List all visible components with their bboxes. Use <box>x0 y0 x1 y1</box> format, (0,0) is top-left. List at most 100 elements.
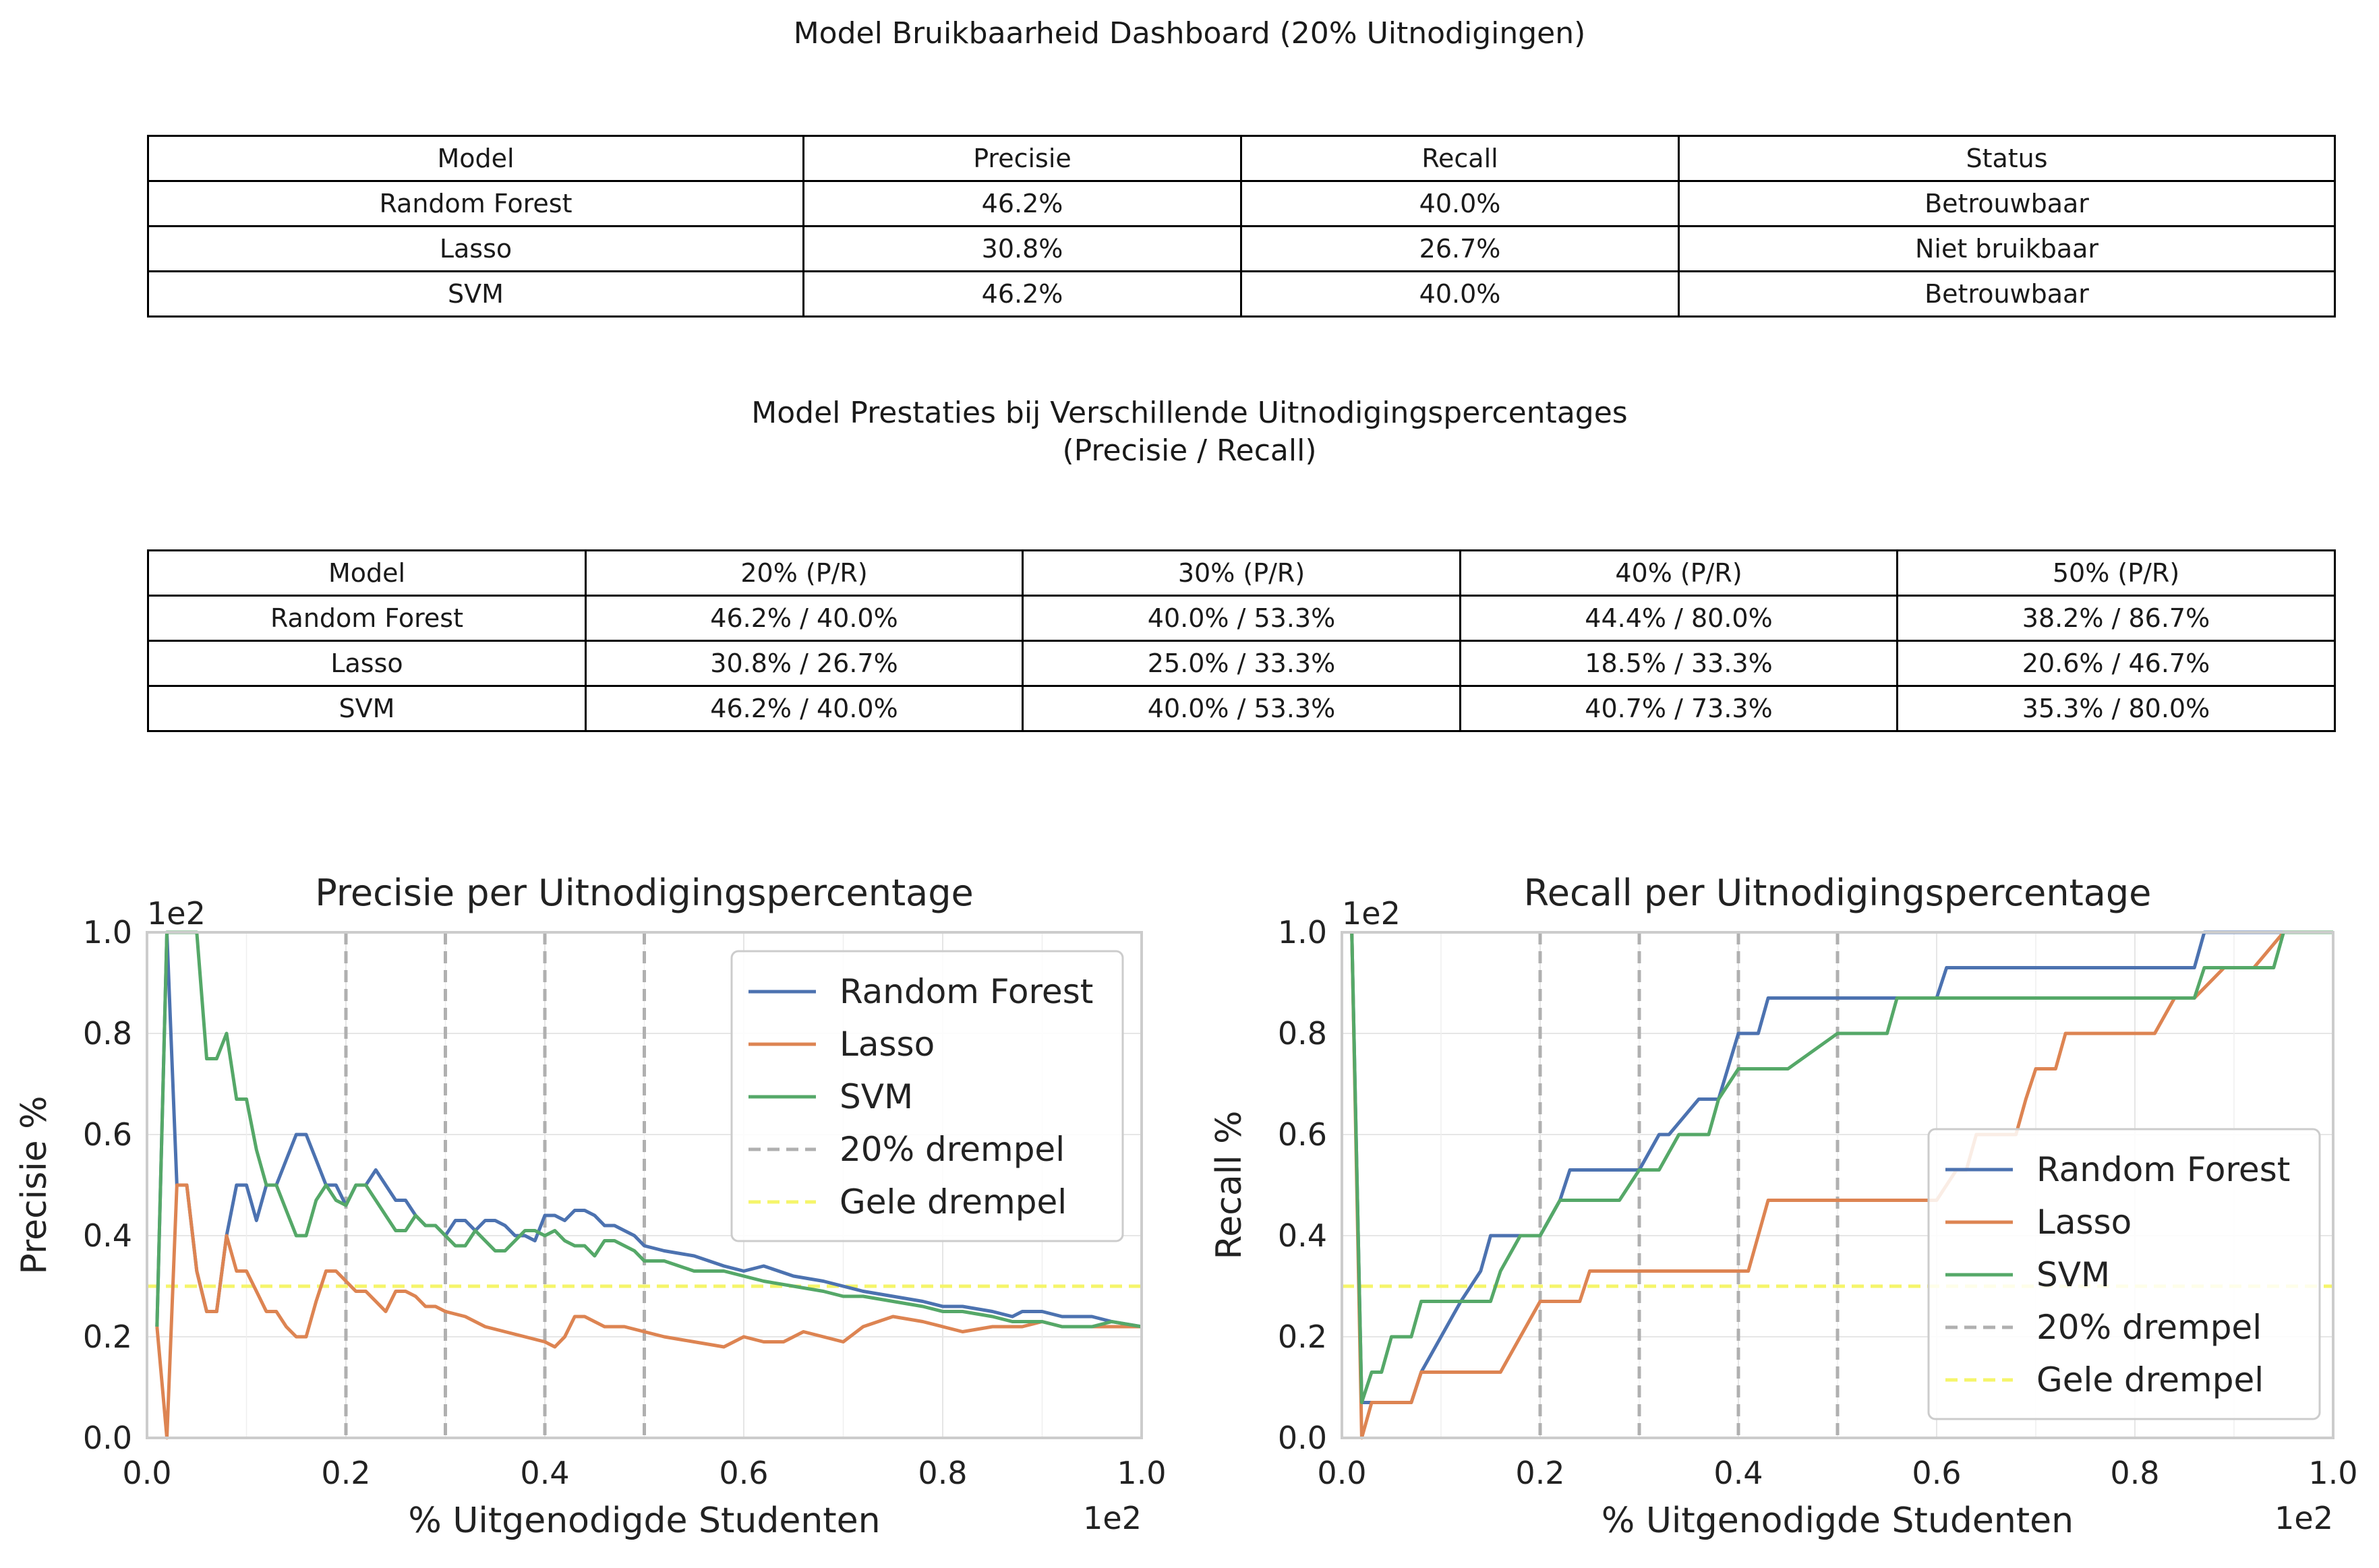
chart2-x-tick-label: 0.0 <box>1317 1455 1366 1491</box>
chart1-x-tick-label: 0.2 <box>321 1455 370 1491</box>
header-cell: 50% (P/R) <box>1896 549 2336 597</box>
chart1-legend <box>730 950 1124 1242</box>
chart1-y-tick-label: 0.4 <box>83 1217 132 1254</box>
chart1-x-axis-label: % Uitgenodigde Studenten <box>408 1501 880 1541</box>
table-row: Lasso 30.8% / 26.7% 25.0% / 33.3% 18.5% … <box>147 640 2336 687</box>
dashboard-title: Model Bruikbaarheid Dashboard (20% Uitno… <box>793 16 1586 51</box>
chart2-legend-label: Random Forest <box>2036 1150 2290 1189</box>
chart1-y-tick-label: 0.2 <box>83 1319 132 1355</box>
performance-title-line2: (Precisie / Recall) <box>1062 433 1317 468</box>
table-cell: Random Forest <box>147 595 587 642</box>
table-row: Random Forest 46.2% / 40.0% 40.0% / 53.3… <box>147 595 2336 642</box>
chart2-x-tick-label: 0.8 <box>2110 1455 2159 1491</box>
chart2-legend-label: SVM <box>2036 1255 2110 1294</box>
chart1-y-tick-label: 0.0 <box>83 1420 132 1456</box>
table-cell: 46.2% / 40.0% <box>585 685 1024 732</box>
table-cell: 38.2% / 86.7% <box>1896 595 2336 642</box>
table-cell: SVM <box>147 270 804 318</box>
chart1-y-offset-text: 1e2 <box>147 895 206 932</box>
chart2-y-offset-text: 1e2 <box>1342 895 1401 932</box>
chart2-y-tick-label: 0.6 <box>1278 1116 1327 1153</box>
chart2-x-axis-label: % Uitgenodigde Studenten <box>1602 1501 2074 1541</box>
chart1-x-tick-label: 0.6 <box>719 1455 768 1491</box>
table-cell: 30.8% / 26.7% <box>585 640 1024 687</box>
chart1-y-axis-label: Precisie % <box>14 1095 55 1274</box>
table-cell: 46.2% <box>802 180 1242 227</box>
chart2-series-random-forest <box>1350 930 2333 1404</box>
chart2-y-tick-label: 0.4 <box>1278 1217 1327 1254</box>
table-row: Random Forest 46.2% 40.0% Betrouwbaar <box>147 180 2336 227</box>
chart2-y-axis-label: Recall % <box>1209 1110 1250 1259</box>
table-cell: 46.2% / 40.0% <box>585 595 1024 642</box>
table-cell: 20.6% / 46.7% <box>1896 640 2336 687</box>
chart1-x-offset-text: 1e2 <box>1083 1500 1142 1536</box>
chart1-legend-label: Random Forest <box>840 972 1093 1011</box>
chart1-y-tick-label: 1.0 <box>83 914 132 951</box>
chart1-legend-label: Gele drempel <box>840 1182 1067 1222</box>
chart2-frame <box>1341 931 2334 1439</box>
header-cell: Model <box>147 549 587 597</box>
table-cell: 26.7% <box>1240 225 1680 272</box>
table-row: Lasso 30.8% 26.7% Niet bruikbaar <box>147 225 2336 272</box>
chart2-y-tick-label: 1.0 <box>1278 914 1327 951</box>
chart1-x-tick-label: 1.0 <box>1117 1455 1166 1491</box>
chart1-title: Precisie per Uitnodigingspercentage <box>315 872 974 914</box>
table-row: SVM 46.2% / 40.0% 40.0% / 53.3% 40.7% / … <box>147 685 2336 732</box>
chart1-x-tick-label: 0.8 <box>918 1455 967 1491</box>
header-cell: 30% (P/R) <box>1022 549 1461 597</box>
chart2-series-svm <box>1350 930 2333 1404</box>
chart1-legend-label: SVM <box>840 1077 913 1116</box>
chart2-legend-label: 20% drempel <box>2036 1308 2262 1347</box>
chart2-legend <box>1927 1128 2321 1420</box>
table-cell: 44.4% / 80.0% <box>1459 595 1898 642</box>
chart1-x-tick-label: 0.0 <box>122 1455 171 1491</box>
table-cell: 46.2% <box>802 270 1242 318</box>
chart2-y-tick-label: 0.2 <box>1278 1319 1327 1355</box>
chart2-y-tick-label: 0.0 <box>1278 1420 1327 1456</box>
table-cell: 40.0% / 53.3% <box>1022 685 1461 732</box>
chart2-legend-label: Gele drempel <box>2036 1360 2264 1399</box>
chart2-x-tick-label: 0.2 <box>1515 1455 1564 1491</box>
table-cell: 40.0% <box>1240 180 1680 227</box>
header-cell: Recall <box>1240 135 1680 182</box>
chart1-x-tick-label: 0.4 <box>520 1455 569 1491</box>
chart2-y-tick-label: 0.8 <box>1278 1015 1327 1052</box>
performance-table: Model 20% (P/R) 30% (P/R) 40% (P/R) 50% … <box>147 549 2336 732</box>
chart1-series-lasso <box>155 1183 1142 1440</box>
header-cell: Precisie <box>802 135 1242 182</box>
chart2-x-tick-label: 0.4 <box>1713 1455 1763 1491</box>
chart1-series-svm <box>155 930 1142 1329</box>
table-row: SVM 46.2% 40.0% Betrouwbaar <box>147 270 2336 318</box>
table-cell: 40.0% / 53.3% <box>1022 595 1461 642</box>
header-cell: Model <box>147 135 804 182</box>
chart1-y-tick-label: 0.8 <box>83 1015 132 1052</box>
chart1-legend-label: 20% drempel <box>840 1130 1065 1169</box>
performance-title: Model Prestaties bij Verschillende Uitno… <box>0 394 2379 470</box>
table-cell: Niet bruikbaar <box>1678 225 2336 272</box>
chart1-legend-label: Lasso <box>840 1025 935 1064</box>
table-cell: Betrouwbaar <box>1678 180 2336 227</box>
table-cell: Lasso <box>147 640 587 687</box>
header-cell: 20% (P/R) <box>585 549 1024 597</box>
chart2-legend-label: Lasso <box>2036 1203 2132 1242</box>
table-cell: 30.8% <box>802 225 1242 272</box>
chart2-x-tick-label: 1.0 <box>2308 1455 2357 1491</box>
table-cell: Lasso <box>147 225 804 272</box>
dashboard-header-row: Model Precisie Recall Status <box>147 135 2336 182</box>
table-cell: 18.5% / 33.3% <box>1459 640 1898 687</box>
table-cell: Betrouwbaar <box>1678 270 2336 318</box>
table-cell: 25.0% / 33.3% <box>1022 640 1461 687</box>
chart1-y-tick-label: 0.6 <box>83 1116 132 1153</box>
table-cell: 40.0% <box>1240 270 1680 318</box>
chart2-x-tick-label: 0.6 <box>1912 1455 1961 1491</box>
performance-title-line1: Model Prestaties bij Verschillende Uitno… <box>751 396 1628 430</box>
dashboard-table: Model Precisie Recall Status Random Fore… <box>147 135 2336 318</box>
chart2-x-offset-text: 1e2 <box>2274 1500 2333 1536</box>
chart1-frame <box>146 931 1143 1439</box>
chart2-title: Recall per Uitnodigingspercentage <box>1524 872 2152 914</box>
chart2-series-lasso <box>1350 930 2333 1440</box>
table-cell: Random Forest <box>147 180 804 227</box>
header-cell: Status <box>1678 135 2336 182</box>
table-cell: 40.7% / 73.3% <box>1459 685 1898 732</box>
